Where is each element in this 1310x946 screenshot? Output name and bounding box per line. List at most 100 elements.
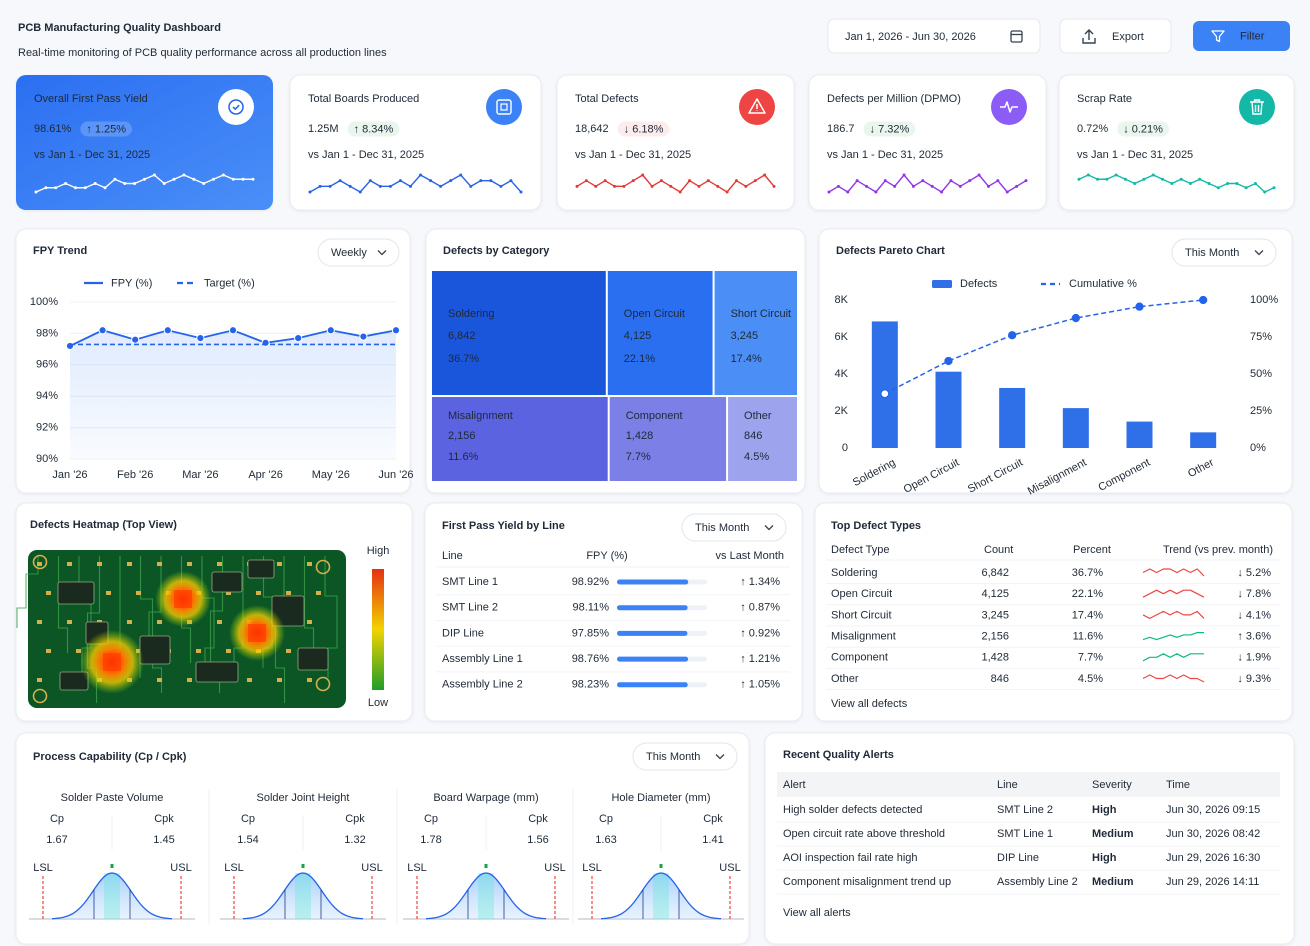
legend-swatch [932,280,952,288]
view-all-defects-link[interactable]: View all defects [831,698,908,710]
fpy-point [131,335,140,344]
sparkline-point [1253,182,1257,185]
center-band [653,873,669,919]
sparkline-point [64,182,68,185]
x-tick-label: Mar '26 [182,469,218,481]
center-band [478,873,494,919]
sparkline-point [688,179,692,183]
sparkline-point [716,184,720,188]
sparkline [1078,174,1275,193]
period-dropdown[interactable] [317,238,400,267]
column-header: Alert [783,779,806,791]
cp-value: 1.67 [46,834,67,846]
kpi-icon-board [496,99,512,115]
sparkline-point [251,177,255,181]
column-header: Count [984,544,1013,556]
export-button[interactable] [1059,18,1172,54]
sparkline-point [584,179,588,183]
sparkline-point [1207,182,1211,185]
defect-change: ↓ 1.9% [1237,652,1271,664]
pcb-chip [195,661,239,683]
defect-percent: 4.5% [1078,673,1103,685]
pcb-chip [211,571,243,593]
sparkline [1142,610,1205,619]
pareto-bar [1190,432,1217,448]
sparkline-point [1142,177,1146,181]
pcb-chip [297,647,329,671]
period-dropdown-label: This Month [646,751,700,763]
sparkline-point [622,184,626,188]
y-tick-label: 100% [30,296,58,308]
sparkline-point [631,179,635,183]
view-all-alerts-link[interactable]: View all alerts [783,907,851,919]
alert-severity: Medium [1092,828,1134,840]
distribution-fill [601,873,721,919]
tile-label: Component [626,410,683,422]
y-tick-label: 2K [835,405,849,417]
y-tick-label: 92% [36,422,58,434]
tile-percent: 17.4% [731,353,762,365]
sparkline-point [1086,173,1090,177]
fpy-change: ↑ 1.34% [740,576,780,588]
panel-title: Defects Pareto Chart [836,245,945,257]
defect-type: Open Circuit [831,588,892,600]
sparkline-point [202,182,206,185]
sparkline-point [725,190,729,194]
legend-label: FPY (%) [111,277,152,289]
kpi-value: 0.72% [1077,123,1108,135]
cpk-value: 1.45 [153,834,174,846]
heat-scale-high: High [367,545,390,557]
sparkline-point [763,173,767,177]
pcb-pad [157,678,162,682]
y-tick-label: 8K [835,294,849,306]
sparkline-point [162,182,166,185]
sparkline-point [368,179,372,183]
kpi-value: 186.7 [827,123,855,135]
filter-button[interactable] [1193,21,1290,51]
cumulative-point [1199,295,1208,305]
fpy-change: ↑ 0.92% [740,627,780,639]
kpi-card [556,74,795,211]
period-dropdown[interactable] [681,513,787,542]
pcb-trace [16,556,39,628]
sparkline-point [113,177,117,181]
sparkline-point [603,179,607,183]
pcb-chip [139,635,171,665]
chevron-icon [715,754,725,760]
period-dropdown[interactable] [1171,238,1277,267]
lsl-label: LSL [224,862,244,874]
line-name: SMT Line 1 [442,576,498,588]
period-dropdown[interactable] [632,742,738,771]
sparkline-point [1161,177,1165,181]
defect-change: ↑ 3.6% [1237,631,1271,643]
sparkline-point [1077,177,1081,181]
fpy-bar [617,682,688,688]
defect-change: ↓ 9.3% [1237,673,1271,685]
chevron-icon [1254,250,1264,256]
date-range-picker[interactable] [827,18,1041,54]
sparkline-point [930,184,934,188]
column-header: Trend (vs prev. month) [1163,544,1273,556]
kpi-card [808,74,1047,211]
kpi-card [16,75,273,210]
alert-text: AOI inspection fail rate high [783,852,918,864]
sparkline-point [827,190,831,194]
period-dropdown-label: Weekly [331,247,367,259]
sparkline-point [1005,190,1009,194]
x-tick-label: Feb '26 [117,469,153,481]
cp-label: Cp [599,813,613,825]
kpi-icon [486,89,522,125]
sparkline-point [1216,186,1220,190]
legend-label: Defects [960,278,998,290]
fpy-value: 98.92% [572,576,610,588]
fpy-bar [617,579,689,585]
cumulative-point [1071,313,1080,323]
sparkline-point [231,177,235,181]
pcb-pad [157,620,162,624]
pcb-pad [196,649,201,653]
fpy-bar [617,630,688,636]
tile-label: Open Circuit [624,308,685,320]
kpi-change: ↑ 8.34% [354,123,394,135]
